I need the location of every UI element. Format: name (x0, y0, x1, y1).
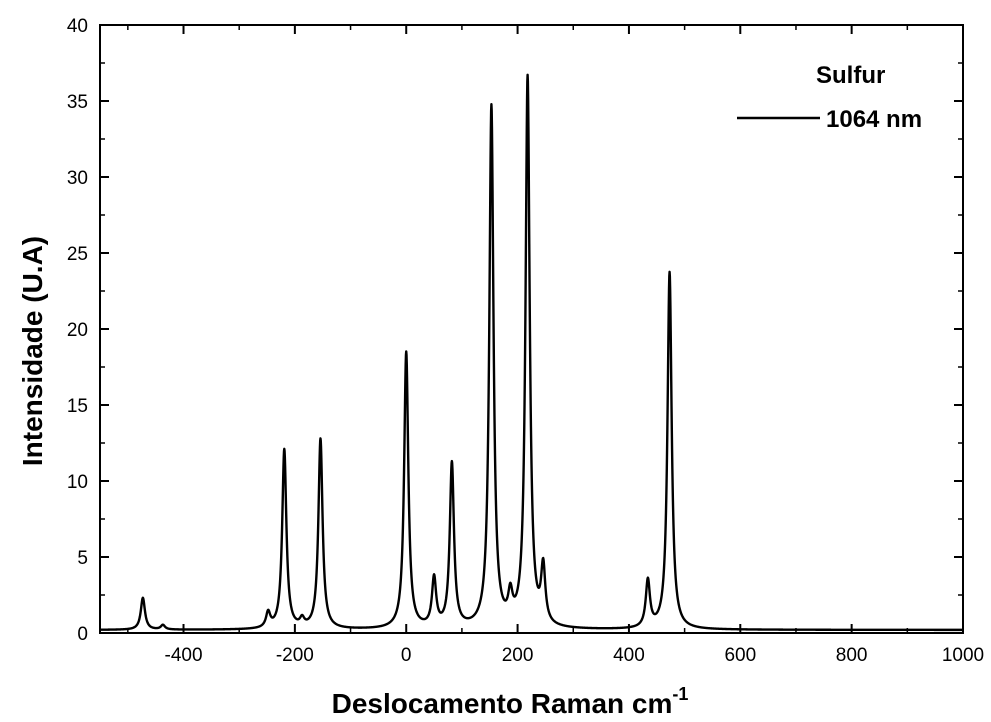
series-line-1064nm (99, 73, 964, 632)
x-tick-label: -400 (165, 645, 203, 666)
y-tick-label: 20 (67, 320, 88, 341)
x-tick-label: -200 (276, 645, 314, 666)
x-tick-label: 800 (836, 645, 868, 666)
legend-title: Sulfur (816, 62, 885, 89)
y-tick-label: 25 (67, 244, 88, 265)
y-tick-label: 30 (67, 168, 88, 189)
y-tick-label: 40 (67, 16, 88, 37)
x-axis-title-text: Deslocamento Raman cm (332, 688, 673, 719)
legend-series-label: 1064 nm (826, 106, 922, 133)
x-axis-title: Deslocamento Raman cm-1 (332, 684, 689, 719)
x-axis-title-superscript: -1 (672, 684, 688, 704)
y-tick-label: 15 (67, 396, 88, 417)
y-tick-label: 35 (67, 92, 88, 113)
y-axis-title: Intensidade (U.A) (17, 236, 48, 466)
x-tick-label: 200 (502, 645, 534, 666)
x-tick-label: 0 (401, 645, 412, 666)
x-tick-labels: -400 -200 0 200 400 600 800 1000 (165, 645, 985, 666)
x-tick-label: 400 (613, 645, 645, 666)
y-tick-labels: 0 5 10 15 20 25 30 35 40 (67, 16, 88, 645)
x-tick-label: 1000 (942, 645, 984, 666)
y-tick-label: 10 (67, 472, 88, 493)
y-tick-label: 5 (77, 548, 88, 569)
plot-frame (99, 24, 964, 634)
y-tick-label: 0 (77, 624, 88, 645)
x-tick-label: 600 (724, 645, 756, 666)
